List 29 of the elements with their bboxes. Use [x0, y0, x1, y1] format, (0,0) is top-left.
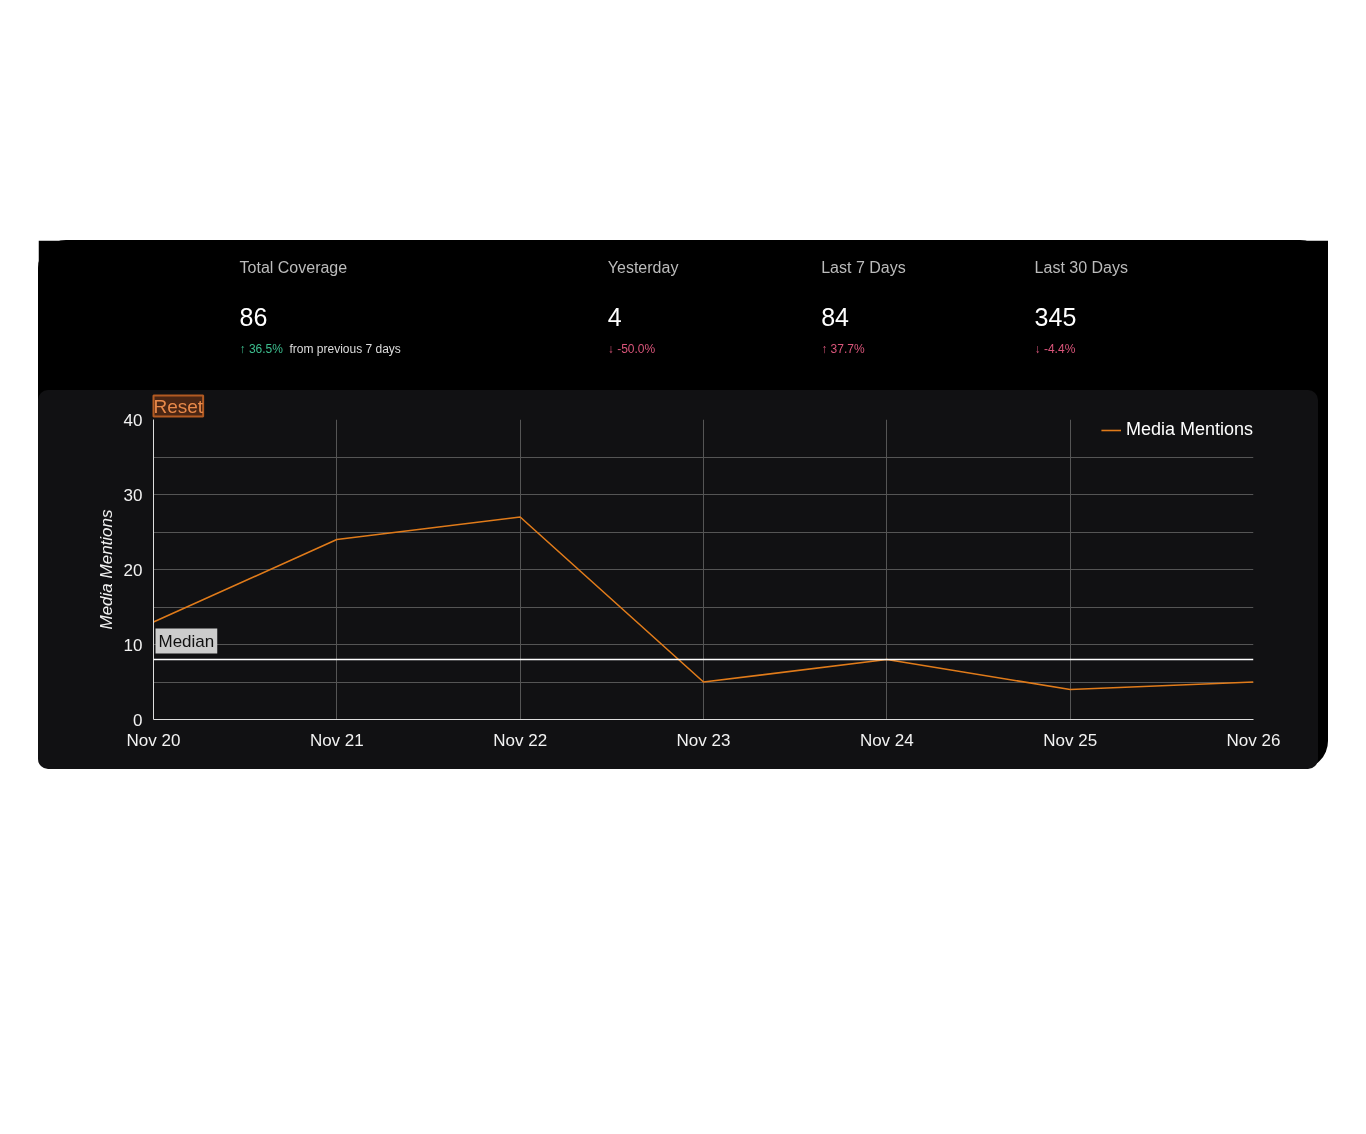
y-tick-label: 40: [123, 410, 143, 430]
ref-line-label: Median: [158, 631, 215, 651]
text: ↑ 36.5%: [239, 341, 284, 356]
x-tick-label: Nov 24: [859, 730, 914, 750]
y-axis-title: Media Mentions: [96, 509, 116, 630]
text: 345: [1034, 302, 1077, 331]
text: Yesterday: [607, 258, 679, 276]
line-series: [153, 516, 1254, 691]
x-tick-label: Nov 20: [126, 730, 181, 750]
text: ↓ -4.4%: [1034, 341, 1076, 356]
text: ↑ 37.7%: [821, 341, 865, 356]
x-tick-label: Nov 25: [1043, 730, 1098, 750]
x-tick-label: Nov 21: [309, 730, 364, 750]
legend-label: Media Mentions: [1125, 419, 1253, 440]
text: ↓ -50.0%: [607, 341, 656, 356]
x-tick-label: Nov 22: [493, 730, 548, 750]
text: 84: [821, 302, 850, 331]
text: Total Coverage: [239, 258, 348, 276]
y-tick-label: 30: [123, 485, 143, 505]
y-tick-label: 10: [123, 635, 143, 655]
text: 4: [607, 302, 622, 331]
text: from previous 7 days: [289, 341, 401, 356]
x-tick-label: Nov 23: [676, 730, 731, 750]
text: 86: [239, 302, 268, 331]
x-tick-label: Nov 26: [1226, 730, 1281, 750]
text: Last 7 Days: [821, 258, 906, 276]
text: Last 30 Days: [1034, 258, 1129, 276]
y-tick-label: 20: [123, 560, 143, 580]
y-tick-label: 0: [133, 710, 143, 730]
